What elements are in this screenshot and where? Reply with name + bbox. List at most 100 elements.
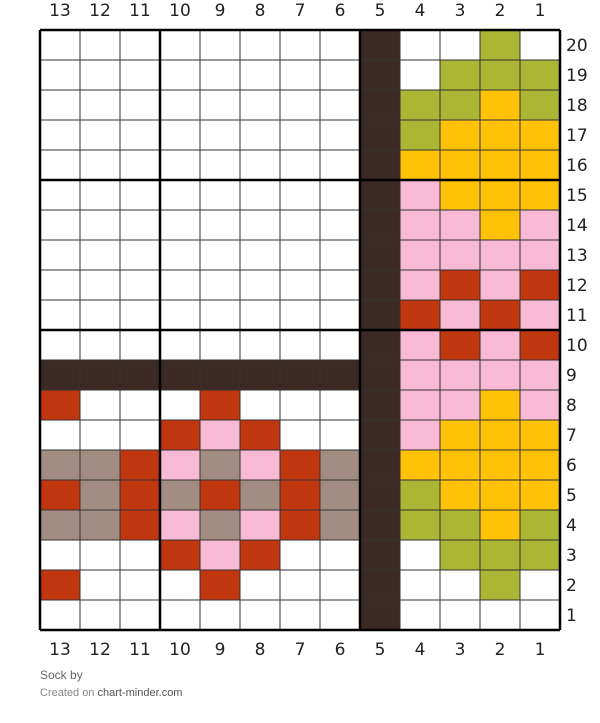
cell-r2-c8 xyxy=(240,570,280,600)
cell-r3-c4 xyxy=(400,540,440,570)
cell-r5-c1 xyxy=(520,480,560,510)
cell-r8-c9 xyxy=(200,390,240,420)
cell-r19-c4 xyxy=(400,60,440,90)
cell-r7-c2 xyxy=(480,420,520,450)
cell-r12-c8 xyxy=(240,270,280,300)
cell-r3-c10 xyxy=(160,540,200,570)
cell-r13-c12 xyxy=(80,240,120,270)
cell-r12-c5 xyxy=(360,270,400,300)
cell-r17-c7 xyxy=(280,120,320,150)
cell-r2-c9 xyxy=(200,570,240,600)
cell-r5-c5 xyxy=(360,480,400,510)
cell-r14-c11 xyxy=(120,210,160,240)
cell-r17-c3 xyxy=(440,120,480,150)
cell-r12-c9 xyxy=(200,270,240,300)
cell-r7-c3 xyxy=(440,420,480,450)
cell-r6-c2 xyxy=(480,450,520,480)
column-label-top-6: 6 xyxy=(335,1,346,21)
cell-r2-c11 xyxy=(120,570,160,600)
row-label-7: 7 xyxy=(566,426,577,446)
cell-r14-c6 xyxy=(320,210,360,240)
cell-r15-c5 xyxy=(360,180,400,210)
cell-r3-c8 xyxy=(240,540,280,570)
cell-r4-c4 xyxy=(400,510,440,540)
cell-r17-c12 xyxy=(80,120,120,150)
cell-r8-c11 xyxy=(120,390,160,420)
column-label-top-5: 5 xyxy=(375,1,386,21)
cell-r4-c9 xyxy=(200,510,240,540)
site-link[interactable]: chart-minder.com xyxy=(97,687,183,699)
cell-r1-c1 xyxy=(520,600,560,630)
credit-line: Created on chart-minder.com xyxy=(40,687,182,699)
cell-r19-c5 xyxy=(360,60,400,90)
row-label-12: 12 xyxy=(566,276,588,296)
cell-r19-c13 xyxy=(40,60,80,90)
cell-r2-c4 xyxy=(400,570,440,600)
cell-r10-c9 xyxy=(200,330,240,360)
cell-r19-c3 xyxy=(440,60,480,90)
row-label-20: 20 xyxy=(566,36,588,56)
cell-r16-c10 xyxy=(160,150,200,180)
cell-r6-c10 xyxy=(160,450,200,480)
cell-r17-c5 xyxy=(360,120,400,150)
cell-r11-c3 xyxy=(440,300,480,330)
cell-r17-c4 xyxy=(400,120,440,150)
cell-r6-c11 xyxy=(120,450,160,480)
cell-r8-c6 xyxy=(320,390,360,420)
column-label-bottom-8: 8 xyxy=(255,640,266,660)
cell-r12-c2 xyxy=(480,270,520,300)
cell-r3-c2 xyxy=(480,540,520,570)
cell-r17-c2 xyxy=(480,120,520,150)
cell-r9-c4 xyxy=(400,360,440,390)
cell-r13-c6 xyxy=(320,240,360,270)
cell-r2-c3 xyxy=(440,570,480,600)
cell-r14-c8 xyxy=(240,210,280,240)
cell-r10-c11 xyxy=(120,330,160,360)
cell-r8-c8 xyxy=(240,390,280,420)
cell-r14-c3 xyxy=(440,210,480,240)
cell-r19-c7 xyxy=(280,60,320,90)
cell-r16-c3 xyxy=(440,150,480,180)
cell-r8-c3 xyxy=(440,390,480,420)
cell-r4-c12 xyxy=(80,510,120,540)
cell-r11-c2 xyxy=(480,300,520,330)
cell-r18-c10 xyxy=(160,90,200,120)
row-label-13: 13 xyxy=(566,246,588,266)
column-label-top-3: 3 xyxy=(455,1,466,21)
cell-r4-c7 xyxy=(280,510,320,540)
row-label-3: 3 xyxy=(566,546,577,566)
cell-r3-c11 xyxy=(120,540,160,570)
cell-r14-c2 xyxy=(480,210,520,240)
column-label-top-7: 7 xyxy=(295,1,306,21)
cell-r8-c2 xyxy=(480,390,520,420)
column-label-bottom-10: 10 xyxy=(169,640,191,660)
cell-r13-c2 xyxy=(480,240,520,270)
cell-r17-c1 xyxy=(520,120,560,150)
cell-r20-c3 xyxy=(440,30,480,60)
cell-r12-c6 xyxy=(320,270,360,300)
cell-r13-c11 xyxy=(120,240,160,270)
cell-r10-c3 xyxy=(440,330,480,360)
row-label-17: 17 xyxy=(566,126,588,146)
cell-r20-c1 xyxy=(520,30,560,60)
cell-r4-c6 xyxy=(320,510,360,540)
cell-r10-c2 xyxy=(480,330,520,360)
cell-r12-c13 xyxy=(40,270,80,300)
column-label-bottom-7: 7 xyxy=(295,640,306,660)
cell-r5-c7 xyxy=(280,480,320,510)
cell-r8-c12 xyxy=(80,390,120,420)
cell-r5-c12 xyxy=(80,480,120,510)
row-label-16: 16 xyxy=(566,156,588,176)
cell-r9-c3 xyxy=(440,360,480,390)
cell-r11-c12 xyxy=(80,300,120,330)
row-label-18: 18 xyxy=(566,96,588,116)
cell-r8-c13 xyxy=(40,390,80,420)
cell-r5-c10 xyxy=(160,480,200,510)
cell-r4-c11 xyxy=(120,510,160,540)
chart-title: Sock by xyxy=(40,668,83,682)
cell-r11-c7 xyxy=(280,300,320,330)
cell-r17-c10 xyxy=(160,120,200,150)
cell-r15-c6 xyxy=(320,180,360,210)
cell-r18-c1 xyxy=(520,90,560,120)
cell-r18-c6 xyxy=(320,90,360,120)
